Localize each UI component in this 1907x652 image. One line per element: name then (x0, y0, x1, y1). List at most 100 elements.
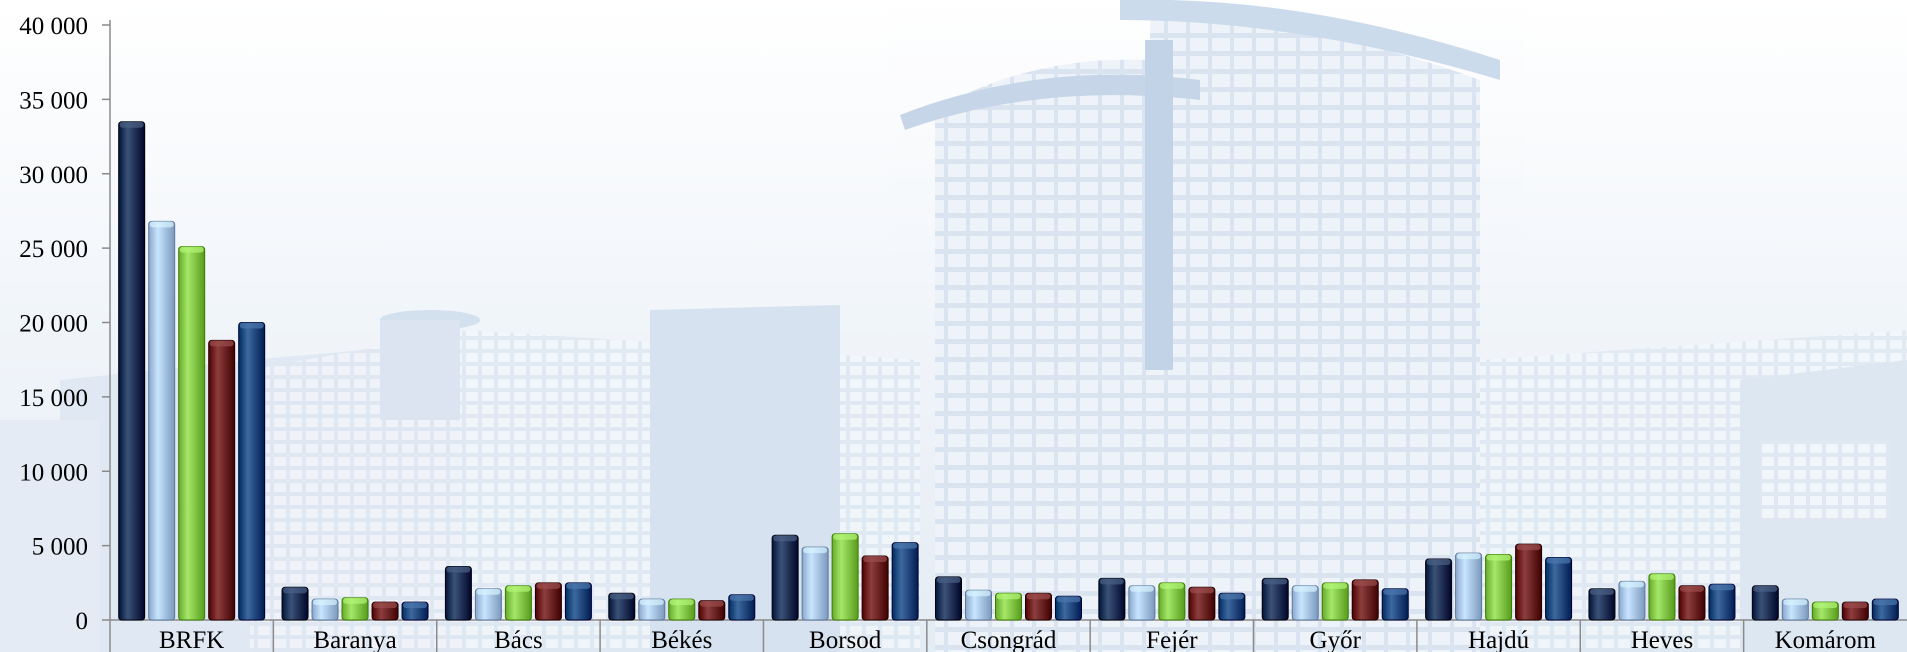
bar (444, 565, 472, 621)
x-tick-label: Hajdú (1468, 627, 1530, 652)
x-tick-label: Baranya (313, 627, 396, 652)
bar (1515, 543, 1543, 621)
bar (1545, 557, 1573, 621)
bar-cap (1516, 544, 1541, 551)
bar-cap (1056, 596, 1081, 603)
bar (935, 576, 962, 621)
bar (771, 534, 799, 621)
bar (1425, 558, 1453, 621)
bar-cap (1679, 585, 1704, 592)
bar-cap (506, 585, 531, 592)
x-tick-label: Békés (651, 627, 712, 652)
bar-cap (1383, 588, 1408, 595)
bar-cap (1129, 585, 1154, 592)
bar-cap (373, 602, 398, 609)
bar-cap (1189, 587, 1214, 594)
bar (861, 555, 889, 621)
bar-cap (446, 566, 471, 573)
x-tick-label: Győr (1310, 627, 1362, 652)
bar (178, 246, 206, 621)
bar (831, 533, 859, 621)
bar-cap (1813, 602, 1838, 609)
bar-cap (1263, 578, 1288, 585)
bar-cap (1486, 554, 1511, 561)
labels: 0 5 000 10 000 15 000 20 000 25 000 30 000 35 0… (19, 13, 1876, 652)
bar-cap (403, 602, 428, 609)
bar-cap (1589, 588, 1614, 595)
y-tick-label: 10 000 (19, 459, 88, 486)
x-tick-label: Fejér (1146, 627, 1198, 652)
y-tick-label: 5 000 (32, 534, 88, 561)
bar-cap (476, 588, 501, 595)
bar-cap (863, 556, 888, 563)
bar-cap (1709, 584, 1734, 591)
bar-cap (1026, 593, 1051, 600)
bar-cap (343, 597, 368, 604)
bar-cap (1546, 557, 1571, 564)
bar-cap (1219, 593, 1244, 600)
y-tick-label: 20 000 (19, 311, 88, 338)
x-tick-label: Komárom (1775, 627, 1877, 652)
bar-cap (1456, 553, 1481, 560)
bar-cap (313, 599, 338, 606)
bar-cap (209, 340, 234, 347)
bar (1261, 577, 1289, 621)
bar-cap (1426, 559, 1451, 566)
x-tick-label: Bács (494, 627, 543, 652)
x-tick-label: Borsod (809, 627, 882, 652)
bar-cap (1353, 579, 1378, 586)
bar-cap (1323, 582, 1348, 589)
bar-cap (1753, 585, 1778, 592)
bar-cap (119, 121, 144, 128)
bar-cap (1873, 599, 1898, 606)
bar-cap (1783, 599, 1808, 606)
bar-cap (966, 590, 991, 597)
bar (1485, 554, 1513, 621)
bar-cap (729, 594, 754, 601)
bar-cap (833, 533, 858, 540)
bar-cap (699, 600, 724, 607)
bar-cap (893, 542, 918, 549)
bar (891, 542, 919, 621)
bar-cap (1649, 573, 1674, 580)
bar-cap (1843, 602, 1868, 609)
bar-cap (536, 582, 561, 589)
bar (1351, 579, 1379, 621)
y-tick-label: 15 000 (19, 385, 88, 412)
bar (1455, 552, 1483, 621)
bars (118, 121, 1899, 621)
y-tick-label: 25 000 (19, 236, 88, 263)
x-tick-label: BRFK (159, 627, 224, 652)
bar-cap (936, 576, 961, 583)
bar-cap (566, 582, 591, 589)
bar (118, 121, 146, 621)
bar (1648, 573, 1676, 621)
bar-cap (283, 587, 308, 594)
bar-cap (179, 246, 204, 253)
bar (801, 546, 829, 621)
bar-cap (803, 547, 828, 554)
bar (208, 339, 236, 621)
bar-cap (669, 599, 694, 606)
bar-cap (773, 535, 798, 542)
bar (148, 220, 176, 621)
x-tick-label: Heves (1631, 627, 1693, 652)
bar (238, 322, 266, 621)
bar-cap (1099, 578, 1124, 585)
y-tick-label: 0 (76, 608, 89, 635)
y-tick-label: 30 000 (19, 162, 88, 189)
bar-cap (239, 322, 264, 329)
bar-cap (609, 593, 634, 600)
bar-cap (1619, 581, 1644, 588)
y-tick-label: 40 000 (19, 13, 88, 40)
bar (1098, 577, 1126, 621)
x-tick-label: Csongrád (961, 627, 1057, 652)
y-tick-label: 35 000 (19, 87, 88, 114)
bar-cap (996, 593, 1021, 600)
bar-cap (639, 599, 664, 606)
bar-cap (1159, 582, 1184, 589)
bar-cap (149, 221, 174, 228)
